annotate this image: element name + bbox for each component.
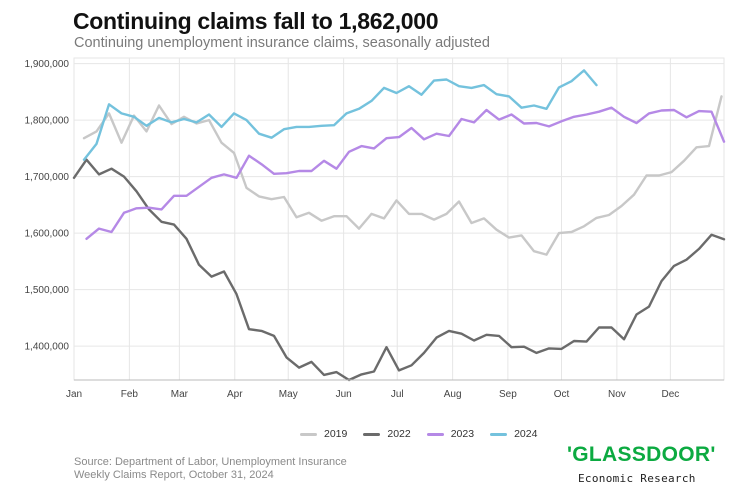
legend-label-2024: 2024 [514, 428, 538, 440]
y-tick-label: 1,900,000 [25, 59, 70, 70]
chart-title: Continuing claims fall to 1,862,000 [73, 8, 439, 34]
y-tick-label: 1,700,000 [25, 172, 70, 183]
legend-swatch-2023 [426, 432, 444, 436]
legend-label-2023: 2023 [450, 428, 475, 440]
series-layer [72, 69, 726, 382]
x-tick-label: Jul [391, 389, 404, 400]
y-tick-label: 1,800,000 [25, 116, 70, 127]
x-tick-label: Mar [171, 389, 189, 400]
series-line-2023 [85, 106, 726, 241]
chart-subtitle: Continuing unemployment insurance claims… [74, 35, 490, 51]
series-line-2024 [82, 69, 598, 161]
legend-item-2019: 2019 [300, 428, 347, 440]
logo-subtitle: Economic Research [578, 472, 696, 485]
legend-item-2022: 2022 [363, 428, 411, 440]
series-line-2022 [72, 158, 726, 382]
axis-layer: 1,400,000 1,500,000 1,600,000 1,700,000 1,80… [25, 59, 724, 400]
x-tick-label: May [279, 389, 298, 400]
x-tick-label: Nov [608, 389, 626, 400]
y-tick-label: 1,500,000 [25, 285, 70, 296]
y-tick-label: 1,400,000 [25, 342, 70, 353]
y-tick-label: 1,600,000 [25, 229, 70, 240]
legend-item-2024: 2024 [490, 428, 537, 440]
glassdoor-logo: 'GLASSDOOR' [567, 443, 716, 466]
x-tick-label: Sep [499, 389, 517, 400]
x-tick-label: Jan [66, 389, 82, 400]
legend-swatch-2022 [363, 432, 381, 436]
x-tick-label: Dec [661, 389, 679, 400]
x-tick-label: Aug [444, 389, 462, 400]
source-line-1: Source: Department of Labor, Unemploymen… [74, 456, 347, 468]
legend-swatch-2024 [490, 432, 508, 436]
legend-label-2019: 2019 [324, 428, 348, 440]
line-chart: 1,400,000 1,500,000 1,600,000 1,700,000 1,80… [25, 57, 726, 400]
source-note: Source: Department of Labor, Unemploymen… [74, 456, 347, 482]
x-tick-label: Oct [554, 389, 570, 400]
legend: 2019 2022 2023 2024 [300, 428, 537, 440]
x-tick-label: Jun [336, 389, 352, 400]
x-tick-label: Apr [227, 389, 243, 400]
legend-item-2023: 2023 [426, 428, 475, 440]
legend-swatch-2019 [300, 432, 317, 436]
x-tick-label: Feb [121, 389, 139, 400]
source-line-2: Weekly Claims Report, October 31, 2024 [74, 469, 274, 481]
legend-label-2022: 2022 [387, 428, 411, 440]
